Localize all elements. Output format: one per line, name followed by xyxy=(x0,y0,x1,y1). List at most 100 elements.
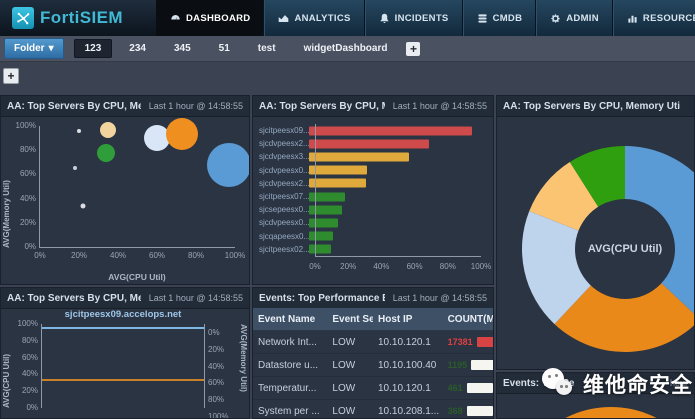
table-row[interactable]: Datastore u... LOW 10.10.100.40 1195 xyxy=(253,354,493,377)
panel-header[interactable]: AA: Top Servers By CPU, Memory Util, Ava… xyxy=(497,96,694,117)
right-y-tick-label: 40% xyxy=(208,361,225,371)
column-header[interactable]: Event Name xyxy=(258,313,316,325)
line-series[interactable] xyxy=(42,326,204,329)
bar-row: sjcitpeesx02... xyxy=(259,243,481,256)
dashboard-tab-123[interactable]: 123 xyxy=(73,39,113,58)
panel-title: AA: Top Servers By CPU, Memory U... xyxy=(259,100,385,112)
count-bar xyxy=(466,383,493,393)
table-row[interactable]: Temperatur... LOW 10.10.120.1 461 xyxy=(253,377,493,400)
dashboard-tab-widgetDashboard[interactable]: widgetDashboard xyxy=(303,43,388,54)
bar-row: sjcitpeesx07... xyxy=(259,190,481,203)
nav-item-analytics[interactable]: ANALYTICS xyxy=(264,0,365,36)
bar-chart-body: sjcitpeesx09... sjcdvpeesx2... sjcdvpeesx3… xyxy=(253,116,493,284)
bar-track xyxy=(309,164,481,177)
add-widget-button[interactable]: + xyxy=(3,68,19,84)
donut-slice[interactable] xyxy=(554,249,695,352)
x-tick-label: 100% xyxy=(224,251,246,260)
bar-category-label: sjcdvpeesx3... xyxy=(259,152,309,162)
panel-header[interactable]: AA: Top Servers By CPU, Memory U... Last… xyxy=(1,288,249,309)
right-y-tick-label: 80% xyxy=(208,395,225,405)
bar-fill[interactable] xyxy=(309,152,409,162)
bar-x-tick-label: 100% xyxy=(470,262,492,271)
line-series[interactable] xyxy=(42,378,204,381)
column-header[interactable]: COUNT(Mat.. xyxy=(447,313,493,325)
database-icon xyxy=(477,13,488,24)
column-header[interactable]: Host IP xyxy=(377,313,413,325)
column-header[interactable]: Event Seve.. xyxy=(332,313,373,325)
nav-item-label: INCIDENTS xyxy=(394,12,449,24)
bubble-point[interactable] xyxy=(144,125,170,152)
add-dashboard-tab-button[interactable]: + xyxy=(406,41,421,56)
panel-events-table: Events: Top Performance Event Ty... Last… xyxy=(252,287,494,419)
bubble-point[interactable] xyxy=(80,203,86,209)
bar-track xyxy=(309,150,481,163)
brand-name: FortiSIEM xyxy=(40,8,123,27)
pie-chart-partial[interactable] xyxy=(511,407,694,418)
folder-dropdown-button[interactable]: Folder ▾ xyxy=(4,38,64,59)
left-y-tick-label: 80% xyxy=(21,335,38,345)
bar-fill[interactable] xyxy=(309,218,339,228)
event-severity-cell: LOW xyxy=(332,382,356,394)
bar-fill[interactable] xyxy=(309,165,368,175)
bubble-point[interactable] xyxy=(97,143,116,162)
nav-item-incidents[interactable]: INCIDENTS xyxy=(364,0,463,36)
panel-header[interactable]: AA: Top Servers By CPU, Memory U... Last… xyxy=(1,96,249,117)
host-ip-cell: 10.10.208.1... xyxy=(377,405,440,417)
bubble-point[interactable] xyxy=(73,166,78,171)
x-tick-label: 40% xyxy=(109,251,127,260)
bar-row: sjcdvpeesx2... xyxy=(259,137,481,150)
bubble-point[interactable] xyxy=(207,142,249,187)
dashboard-tab-345[interactable]: 345 xyxy=(173,43,191,54)
bar-category-label: sjcqapeesx0... xyxy=(259,231,309,241)
count-bar xyxy=(476,337,493,347)
bar-fill[interactable] xyxy=(309,126,473,136)
top-nav: FortiSIEM DASHBOARD ANALYTICS INCIDENTS CMD… xyxy=(0,0,695,37)
bar-fill[interactable] xyxy=(309,139,430,149)
event-name-cell: System per ... xyxy=(258,405,320,417)
bar-x-ticks: 0% 20% 40% 60% 80% 100% xyxy=(309,262,491,274)
watermark: 维他命安全 xyxy=(542,366,693,402)
line-series-label: sjcitpeesx09.accelops.net xyxy=(64,309,182,320)
brand[interactable]: FortiSIEM xyxy=(0,0,156,36)
panel-title: Events: Top Performance Event Ty... xyxy=(259,292,385,304)
line-plot-area: 100% 80% 60% 40% 20% 0% 0% 20% 40% 60% 80% 100% xyxy=(18,319,229,418)
panel-header[interactable]: AA: Top Servers By CPU, Memory U... Last… xyxy=(253,96,493,117)
bubble-point[interactable] xyxy=(100,121,117,138)
nav-item-resources[interactable]: RESOURCES xyxy=(612,0,695,36)
dashboard-tab-234[interactable]: 234 xyxy=(129,43,146,54)
bar-fill[interactable] xyxy=(309,205,342,215)
dashboard-tab-test[interactable]: test xyxy=(257,43,276,54)
count-cell: 368 xyxy=(443,406,493,416)
bar-row: sjcdvpeesx3... xyxy=(259,150,481,163)
panel-title: AA: Top Servers By CPU, Memory U... xyxy=(7,100,141,112)
dashboard-tab-51[interactable]: 51 xyxy=(218,43,230,54)
bar-row: sjcdvpeesx2... xyxy=(259,177,481,190)
y-tick-label: 40% xyxy=(19,193,36,203)
nav-item-label: RESOURCES xyxy=(642,12,695,24)
bubble-point[interactable] xyxy=(77,128,81,133)
count-bar xyxy=(466,406,493,416)
bar-category-label: sjcdvpeesx0... xyxy=(259,218,309,228)
right-y-tick-label: 60% xyxy=(208,378,225,388)
table-row[interactable]: System per ... LOW 10.10.208.1... 368 xyxy=(253,400,493,418)
left-y-tick-label: 100% xyxy=(17,319,38,328)
bar-fill[interactable] xyxy=(309,231,334,241)
bar-track xyxy=(309,216,481,229)
bar-x-tick-label: 80% xyxy=(439,262,456,271)
watermark-text: 维他命安全 xyxy=(583,373,693,397)
bar-fill[interactable] xyxy=(309,244,332,254)
nav-item-admin[interactable]: ADMIN xyxy=(536,0,613,36)
count-cell: 17381 xyxy=(443,337,493,347)
nav-item-cmdb[interactable]: CMDB xyxy=(462,0,537,36)
table-row[interactable]: Network Int... LOW 10.10.120.1 17381 xyxy=(253,331,493,354)
bar-track xyxy=(309,137,481,150)
bar-fill[interactable] xyxy=(309,178,366,188)
bubble-point[interactable] xyxy=(166,118,199,151)
right-y-axis-label: AVG(Memory Util) xyxy=(239,324,248,392)
nav-item-dashboard[interactable]: DASHBOARD xyxy=(156,0,265,36)
bar-fill[interactable] xyxy=(309,192,346,202)
donut-chart-body: AVG(CPU Util) xyxy=(497,116,694,369)
count-value: 461 xyxy=(447,383,463,393)
count-cell: 1195 xyxy=(443,360,493,370)
panel-header[interactable]: Events: Top Performance Event Ty... Last… xyxy=(253,288,493,309)
